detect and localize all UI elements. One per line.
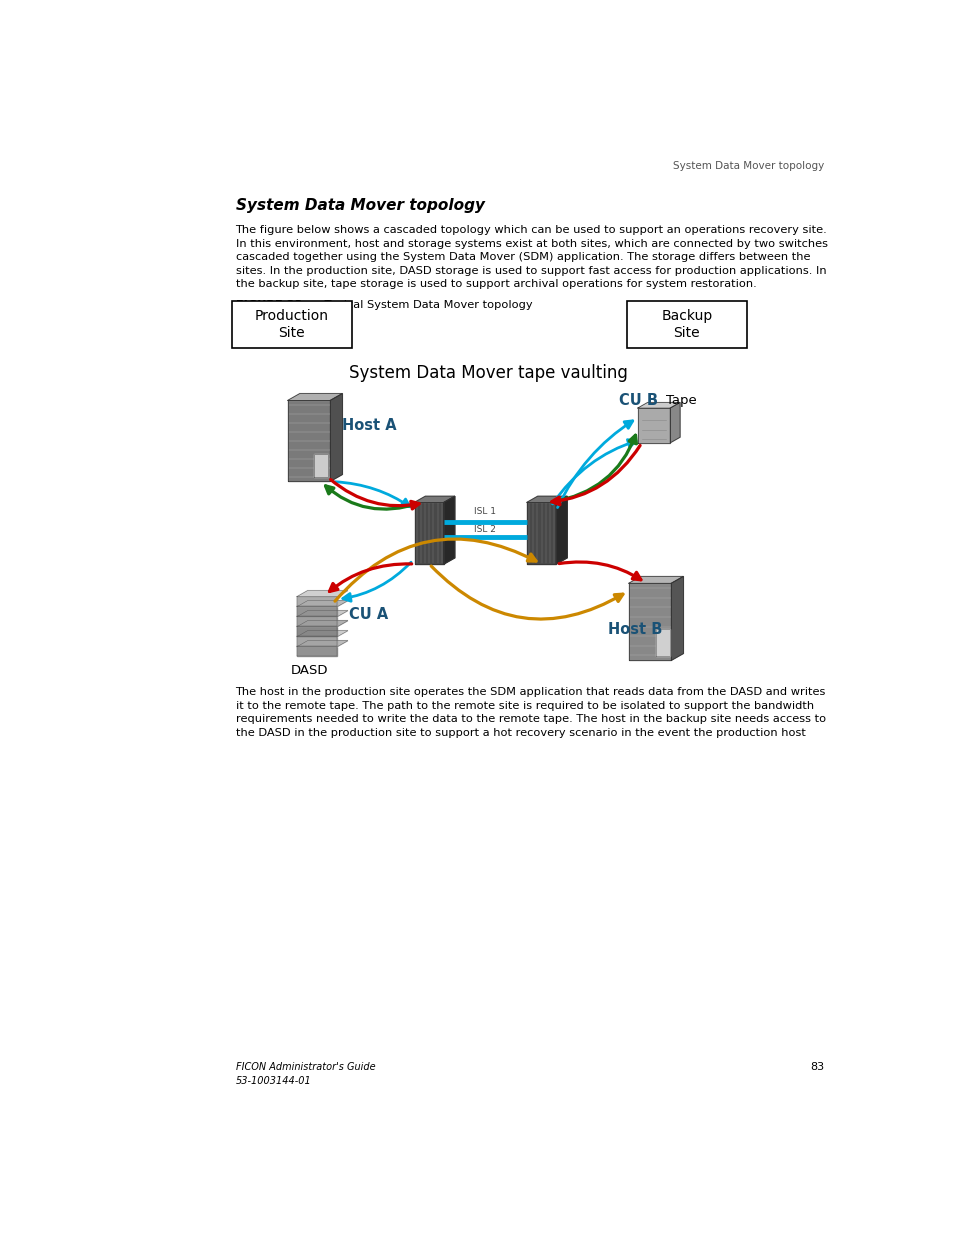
Polygon shape [296, 610, 348, 616]
Text: the DASD in the production site to support a hot recovery scenario in the event : the DASD in the production site to suppo… [235, 727, 804, 737]
FancyArrowPatch shape [551, 446, 639, 505]
Text: CU B: CU B [618, 393, 658, 409]
Polygon shape [637, 408, 670, 442]
Polygon shape [628, 577, 682, 583]
FancyArrowPatch shape [335, 482, 409, 506]
Text: 83: 83 [809, 1062, 823, 1072]
Text: CU A: CU A [349, 606, 388, 621]
Text: ISL 2: ISL 2 [474, 525, 496, 534]
Text: the backup site, tape storage is used to support archival operations for system : the backup site, tape storage is used to… [235, 279, 756, 289]
Polygon shape [637, 403, 679, 408]
Polygon shape [296, 600, 348, 606]
FancyArrowPatch shape [331, 479, 418, 509]
Polygon shape [296, 606, 336, 615]
Polygon shape [628, 583, 671, 661]
Polygon shape [296, 627, 336, 636]
FancyBboxPatch shape [626, 300, 746, 348]
Polygon shape [296, 616, 336, 626]
Polygon shape [656, 630, 669, 656]
Text: FICON Administrator's Guide: FICON Administrator's Guide [235, 1062, 375, 1072]
FancyBboxPatch shape [232, 300, 352, 348]
Polygon shape [296, 597, 336, 605]
Text: requirements needed to write the data to the remote tape. The host in the backup: requirements needed to write the data to… [235, 714, 824, 724]
Polygon shape [443, 496, 455, 564]
FancyArrowPatch shape [552, 440, 636, 504]
FancyArrowPatch shape [325, 485, 418, 509]
Text: Tape: Tape [665, 394, 696, 408]
FancyArrowPatch shape [557, 421, 632, 508]
FancyArrowPatch shape [558, 562, 640, 579]
Polygon shape [296, 621, 348, 627]
Text: Typical System Data Mover topology: Typical System Data Mover topology [320, 300, 532, 310]
Polygon shape [288, 394, 342, 400]
Polygon shape [314, 454, 328, 478]
FancyArrowPatch shape [335, 538, 536, 601]
Text: FIGURE 23: FIGURE 23 [235, 300, 302, 310]
Polygon shape [330, 394, 342, 482]
Text: Host B: Host B [607, 622, 661, 637]
Text: System Data Mover topology: System Data Mover topology [673, 162, 823, 172]
Polygon shape [670, 403, 679, 442]
Text: ISL 1: ISL 1 [474, 508, 496, 516]
Text: System Data Mover topology: System Data Mover topology [235, 199, 484, 214]
Polygon shape [671, 577, 682, 661]
Polygon shape [296, 641, 348, 647]
Text: Production
Site: Production Site [254, 310, 329, 340]
Text: 53-1003144-01: 53-1003144-01 [235, 1076, 311, 1086]
Polygon shape [526, 503, 556, 564]
Polygon shape [526, 496, 567, 503]
Text: Backup
Site: Backup Site [660, 310, 712, 340]
Text: it to the remote tape. The path to the remote site is required to be isolated to: it to the remote tape. The path to the r… [235, 700, 813, 710]
Text: System Data Mover tape vaulting: System Data Mover tape vaulting [349, 364, 628, 382]
Text: Host A: Host A [341, 417, 395, 433]
Polygon shape [296, 637, 336, 646]
FancyArrowPatch shape [329, 564, 412, 592]
Polygon shape [415, 503, 443, 564]
Text: In this environment, host and storage systems exist at both sites, which are con: In this environment, host and storage sy… [235, 238, 826, 248]
Polygon shape [296, 647, 336, 656]
Text: The host in the production site operates the SDM application that reads data fro: The host in the production site operates… [235, 687, 825, 698]
Text: cascaded together using the System Data Mover (SDM) application. The storage dif: cascaded together using the System Data … [235, 252, 809, 262]
Polygon shape [296, 631, 348, 637]
Polygon shape [415, 496, 455, 503]
FancyArrowPatch shape [342, 562, 411, 601]
Text: The figure below shows a cascaded topology which can be used to support an opera: The figure below shows a cascaded topolo… [235, 225, 826, 235]
Polygon shape [296, 590, 348, 597]
FancyArrowPatch shape [431, 566, 622, 619]
Polygon shape [556, 496, 567, 564]
FancyArrowPatch shape [552, 435, 636, 501]
Text: sites. In the production site, DASD storage is used to support fast access for p: sites. In the production site, DASD stor… [235, 266, 825, 275]
Polygon shape [288, 400, 330, 482]
Text: DASD: DASD [290, 663, 328, 677]
